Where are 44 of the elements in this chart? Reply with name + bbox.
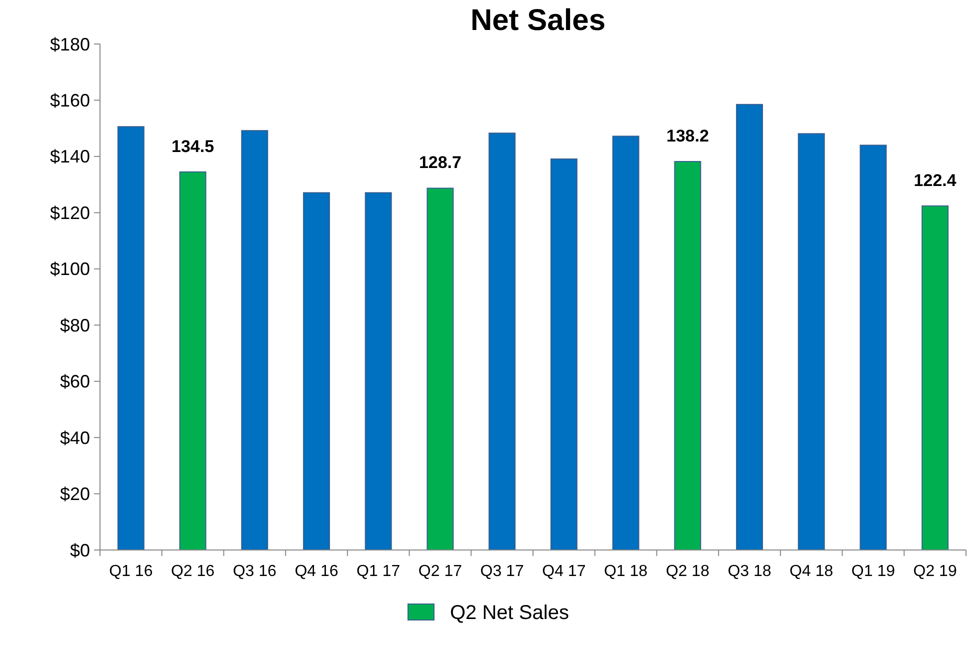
x-tick-label: Q4 17 — [542, 563, 586, 580]
y-tick-label: $60 — [60, 372, 90, 392]
bar — [674, 161, 702, 550]
bar — [798, 133, 825, 550]
y-tick-label: $20 — [60, 484, 90, 504]
x-tick-label: Q2 19 — [913, 563, 957, 580]
chart-title: Net Sales — [470, 4, 606, 37]
x-tick-label: Q4 18 — [790, 563, 834, 580]
x-tick-label: Q1 16 — [109, 563, 153, 580]
x-tick-label: Q3 17 — [480, 563, 524, 580]
y-tick-label: $40 — [60, 428, 90, 448]
y-tick-label: $100 — [50, 259, 90, 280]
y-tick-label: $80 — [60, 315, 90, 336]
x-tick-label: Q3 18 — [728, 563, 772, 580]
x-tick-label: Q2 18 — [666, 563, 710, 580]
bar — [364, 192, 392, 550]
data-label: 134.5 — [172, 136, 214, 156]
data-label: 138.2 — [666, 126, 709, 146]
y-tick-label: $140 — [50, 146, 90, 167]
data-label: 128.7 — [418, 153, 462, 172]
bar — [179, 171, 206, 550]
x-tick-label: Q2 16 — [170, 563, 215, 580]
bar — [922, 205, 949, 550]
x-tick-label: Q4 16 — [294, 563, 338, 580]
bar — [117, 126, 144, 550]
y-tick-label: $120 — [50, 202, 90, 223]
bar — [550, 158, 578, 550]
y-tick-label: $180 — [50, 34, 90, 54]
bar — [860, 144, 887, 550]
bar — [612, 136, 640, 550]
x-tick-label: Q1 19 — [851, 563, 896, 580]
bar — [736, 104, 763, 550]
data-label: 122.4 — [914, 170, 957, 190]
x-tick-label: Q1 17 — [356, 563, 400, 580]
y-tick-label: $160 — [50, 90, 90, 111]
bar — [303, 192, 330, 550]
bar — [241, 130, 268, 550]
x-tick-label: Q1 18 — [604, 563, 648, 580]
bar — [426, 188, 454, 550]
y-tick-label: $0 — [70, 540, 90, 560]
x-tick-label: Q2 17 — [418, 563, 462, 580]
x-tick-label: Q3 16 — [232, 563, 277, 580]
bar — [488, 132, 516, 550]
legend-label: Q2 Net Sales — [450, 602, 569, 624]
